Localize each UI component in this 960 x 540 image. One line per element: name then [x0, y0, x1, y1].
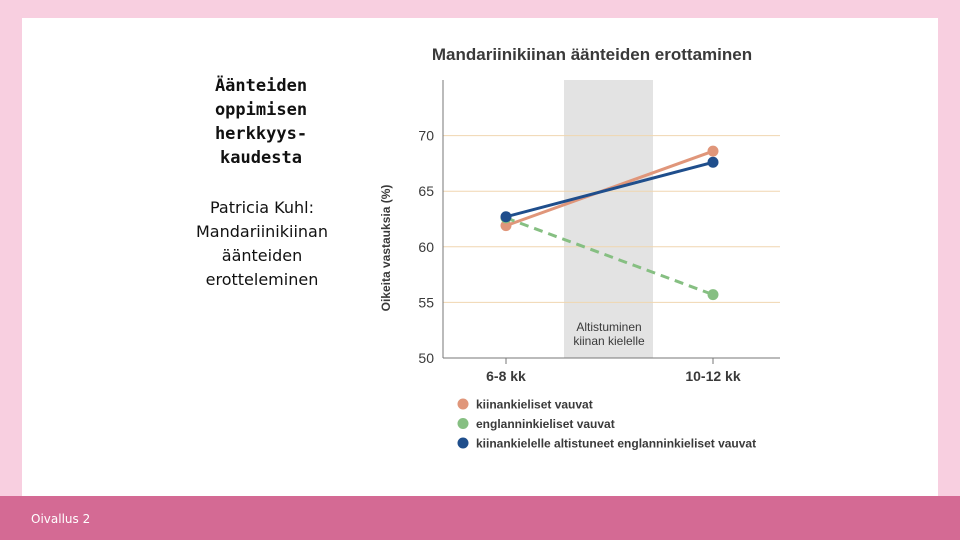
title-line: kaudesta	[220, 148, 302, 168]
exposure-region-label: kiinan kielelle	[573, 334, 645, 348]
subtitle-line: äänteiden	[221, 246, 303, 265]
exposure-region-label: Altistuminen	[576, 320, 641, 334]
chart-title: Mandariinikiinan äänteiden erottaminen	[432, 45, 752, 64]
slide-subtitle: Patricia Kuhl: Mandariinikiinan äänteide…	[162, 196, 362, 292]
legend-marker	[457, 418, 469, 429]
slide-background	[22, 18, 938, 496]
y-tick-label: 70	[418, 128, 434, 144]
subtitle-line: Mandariinikiinan	[195, 222, 328, 241]
data-point	[707, 156, 719, 168]
x-tick-label: 10-12 kk	[685, 368, 740, 384]
data-point	[707, 145, 719, 157]
legend-marker	[457, 437, 469, 449]
data-point	[707, 289, 719, 301]
title-line: herkkyys-	[214, 124, 308, 144]
footer-bar	[0, 496, 960, 540]
legend-label: englanninkieliset vauvat	[476, 417, 615, 431]
title-line: Äänteiden	[214, 76, 308, 96]
x-tick-label: 6-8 kk	[486, 368, 526, 384]
y-tick-label: 60	[418, 239, 434, 255]
y-tick-label: 55	[418, 294, 434, 310]
legend-label: kiinankieliset vauvat	[476, 398, 593, 412]
data-point	[500, 211, 512, 223]
data-point	[500, 220, 512, 232]
footer-label: Oivallus 2	[31, 512, 91, 526]
series-line	[505, 216, 714, 297]
title-line: oppimisen	[214, 100, 308, 120]
subtitle-line: Patricia Kuhl:	[210, 198, 314, 217]
slide-title: Äänteiden oppimisen herkkyys- kaudesta	[156, 74, 366, 170]
subtitle-line: erotteleminen	[205, 270, 319, 289]
legend-marker	[457, 398, 469, 410]
series-line	[505, 160, 714, 219]
y-tick-label: 65	[418, 183, 434, 199]
exposure-region	[564, 80, 653, 358]
y-tick-label: 50	[418, 350, 434, 366]
legend-label: kiinankielelle altistuneet englanninkiel…	[476, 437, 756, 451]
y-axis-label: Oikeita vastauksia (%)	[379, 185, 393, 312]
